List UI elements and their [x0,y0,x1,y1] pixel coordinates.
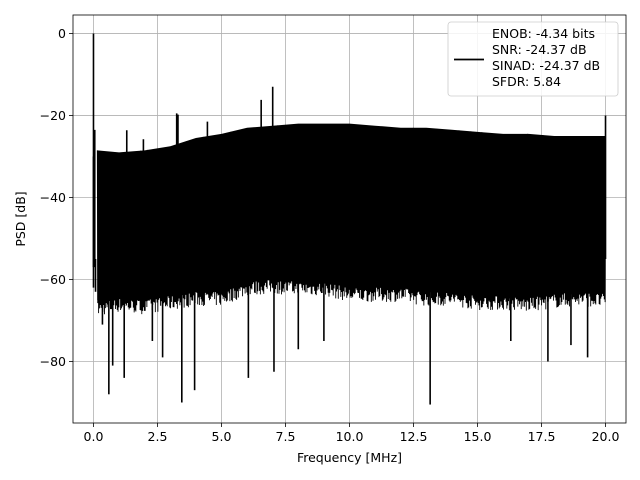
y-tick-label: 0 [58,26,66,41]
x-tick-label: 7.5 [276,429,296,444]
legend-sfdr: SFDR: 5.84 [492,74,561,89]
y-axis: 0 −20 −40 −60 −80 [40,26,73,369]
x-tick-label: 0.0 [84,429,104,444]
y-axis-label: PSD [dB] [13,191,28,246]
x-axis: 0.0 2.5 5.0 7.5 10.0 12.5 15.0 17.5 20.0 [84,423,620,444]
legend-box [447,21,619,97]
y-tick-label: −80 [40,354,66,369]
y-tick-label: −40 [40,190,66,205]
legend-sinad: SINAD: -24.37 dB [492,58,600,73]
x-tick-label: 12.5 [400,429,428,444]
legend-enob: ENOB: -4.34 bits [492,26,595,41]
x-tick-label: 15.0 [464,429,492,444]
x-tick-label: 2.5 [148,429,168,444]
x-tick-label: 20.0 [592,429,620,444]
psd-line [96,124,606,315]
x-axis-label: Frequency [MHz] [297,450,402,465]
y-tick-label: −60 [40,272,66,287]
x-tick-label: 5.0 [212,429,232,444]
x-tick-label: 17.5 [528,429,556,444]
x-tick-label: 10.0 [336,429,364,444]
y-tick-label: −20 [40,108,66,123]
legend: ENOB: -4.34 bits SNR: -24.37 dB SINAD: -… [447,21,619,97]
legend-snr: SNR: -24.37 dB [492,42,587,57]
psd-trace [92,33,607,405]
